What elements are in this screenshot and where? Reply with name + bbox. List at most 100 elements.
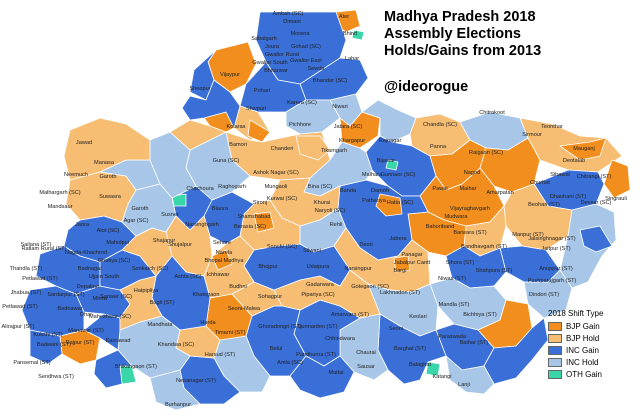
- constituency-label: Shamshabad: [238, 214, 271, 220]
- constituency-label: Thandla (ST): [10, 266, 43, 272]
- constituency-label: Petlawad (ST): [2, 304, 38, 310]
- legend-label: BJP Gain: [566, 322, 600, 331]
- constituency-region: [445, 355, 495, 395]
- constituency-label: Kolaras: [227, 124, 246, 130]
- legend-swatch: [548, 358, 562, 367]
- constituency-label: Hatta (SC): [387, 200, 414, 206]
- constituency-label: Lakhnadon (ST): [380, 290, 420, 296]
- constituency-label: Badnagar: [78, 266, 102, 272]
- constituency-label: Chitrakoot: [479, 110, 505, 116]
- constituency-regions: [21, 9, 631, 411]
- map-title: Madhya Pradesh 2018 Assembly Elections H…: [384, 9, 634, 60]
- constituency-label: Shahpura (ST): [476, 268, 513, 274]
- constituency-label: Gohad (SC): [291, 44, 321, 50]
- constituency-label: Narsingpur: [344, 266, 371, 272]
- constituency-region: [523, 269, 573, 319]
- constituency-label: Rajpur (ST): [66, 340, 95, 346]
- constituency-label: Lanji: [458, 382, 470, 388]
- constituency-label: Jaora: [75, 222, 90, 228]
- constituency-label: Jabalpur Cantt: [394, 260, 431, 266]
- constituency-region: [181, 79, 241, 129]
- constituency-label: Karera (SC): [287, 100, 317, 106]
- constituency-label: Dhauhani (ST): [550, 194, 587, 200]
- constituency-region: [63, 117, 151, 181]
- legend-item-bjp-hold: BJP Hold: [548, 333, 640, 344]
- constituency-label: Udaipura: [307, 264, 331, 270]
- constituency-label: Narsinghgarh: [185, 222, 219, 228]
- constituency-label: Rajnagar: [379, 138, 402, 144]
- constituency-label: Sabalgarh: [251, 36, 277, 42]
- constituency-label: Dhar: [80, 312, 92, 318]
- constituency-label: Niwas (ST): [438, 276, 466, 282]
- constituency-label: Bandhavgarh (ST): [461, 244, 507, 250]
- constituency-label: Sanchi (SC): [267, 244, 297, 250]
- constituency-label: Vijayraghavgarh: [450, 206, 490, 212]
- constituency-label: Sheopur: [189, 86, 210, 92]
- constituency-label: Amarwara (ST): [331, 312, 369, 318]
- constituency-label: Banda: [340, 188, 357, 194]
- constituency-label: Chhindwara: [325, 336, 356, 342]
- constituency-region: [211, 249, 233, 271]
- constituency-label: Malhargarh (SC): [39, 190, 80, 196]
- constituency-region: [425, 361, 441, 377]
- constituency-label: Gwalior South: [252, 60, 287, 66]
- constituency-label: Shajapur: [153, 238, 176, 244]
- constituency-label: Anuppur (ST): [539, 266, 573, 272]
- constituency-label: Sonkatch (SC): [132, 266, 169, 272]
- constituency-label: Keolari: [409, 314, 426, 320]
- constituency-label: Bargi: [393, 268, 406, 274]
- constituency-label: Gwalior Rural: [265, 52, 299, 58]
- constituency-label: Badwani (ST): [37, 342, 71, 348]
- constituency-label: Mandsaur: [48, 204, 73, 210]
- legend-title: 2018 Shift Type: [548, 309, 604, 318]
- constituency-region: [351, 29, 365, 41]
- constituency-label: Morena: [291, 31, 311, 37]
- constituency-label: Panna: [430, 144, 447, 150]
- constituency-label: Gwalior East: [290, 58, 322, 64]
- constituency-label: Garoth: [131, 206, 148, 212]
- constituency-label: Ratlam Rural (ST): [21, 246, 66, 252]
- constituency-labels: Ambah (SC) Dimani Morena Ater Bhind Sabalgarh…: [2, 11, 627, 408]
- constituency-label: Churhat: [530, 180, 550, 186]
- constituency-label: Dimani: [283, 19, 300, 25]
- constituency-label: Seoni-Malwa: [228, 306, 261, 312]
- constituency-label: Multai: [329, 370, 344, 376]
- constituency-label: Bamori: [229, 142, 247, 148]
- constituency-label: Deotalab: [563, 158, 585, 164]
- constituency-label: Katangi: [433, 374, 452, 380]
- constituency-label: Agar (SC): [124, 218, 149, 224]
- constituency-region: [385, 159, 399, 171]
- constituency-label: Manasa: [94, 160, 115, 166]
- constituency-label: Sewda: [307, 66, 325, 72]
- constituency-label: Pichhore: [289, 122, 311, 128]
- constituency-label: Barwara (ST): [453, 230, 486, 236]
- constituency-label: Harsud (ST): [205, 352, 236, 358]
- constituency-label: Dindori (ST): [529, 292, 559, 298]
- constituency-label: Baihar (ST): [460, 340, 489, 346]
- constituency-label: Nagda-Khachrod: [65, 250, 107, 256]
- constituency-label: Guna (SC): [213, 158, 240, 164]
- legend-swatch: [548, 334, 562, 343]
- constituency-label: Raghogarh: [218, 184, 246, 190]
- constituency-label: Alirajpur (ST): [2, 324, 35, 330]
- constituency-label: Pipariya (SC): [301, 292, 334, 298]
- legend-swatch: [548, 322, 562, 331]
- constituency-label: Beohari (ST): [528, 202, 560, 208]
- constituency-label: Ghatiya (SC): [98, 258, 130, 264]
- constituency-label: Teonthar: [541, 124, 563, 130]
- constituency-label: Betul: [270, 346, 283, 352]
- constituency-label: Junnardeo (ST): [299, 324, 338, 330]
- constituency-label: Joura: [265, 44, 280, 50]
- constituency-label: Bhopal Madhya: [205, 258, 245, 264]
- legend-label: OTH Gain: [566, 370, 603, 379]
- constituency-label: Naryoli (SC): [315, 208, 346, 214]
- constituency-label: Jatara (SC): [334, 124, 363, 130]
- constituency-label: Pathariya: [362, 198, 387, 204]
- constituency-label: Depalpur: [77, 284, 100, 290]
- constituency-label: Balaghat: [409, 362, 432, 368]
- constituency-label: Chanderi: [271, 146, 294, 152]
- constituency-label: Mungaoli: [265, 184, 288, 190]
- constituency-label: Sailana (ST): [20, 242, 51, 248]
- constituency-label: Niwari: [332, 104, 348, 110]
